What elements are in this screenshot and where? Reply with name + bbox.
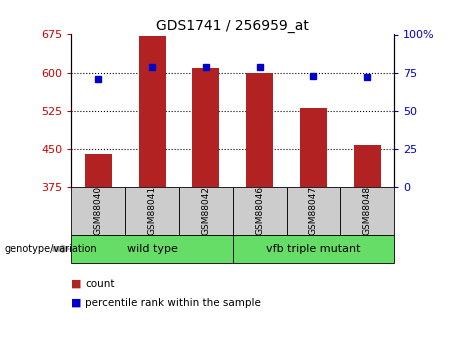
Bar [340, 187, 394, 235]
Text: GSM88048: GSM88048 [363, 186, 372, 235]
Text: genotype/variation: genotype/variation [5, 244, 97, 254]
Bar [233, 187, 287, 235]
Bar [193, 68, 219, 187]
Text: wild type: wild type [127, 244, 177, 254]
Bar [139, 36, 165, 187]
Text: ■: ■ [71, 279, 82, 289]
Bar [71, 187, 125, 235]
Bar [354, 145, 381, 187]
Bar [246, 72, 273, 187]
Text: GSM88040: GSM88040 [94, 186, 103, 235]
Text: percentile rank within the sample: percentile rank within the sample [85, 298, 261, 308]
Text: GSM88047: GSM88047 [309, 186, 318, 235]
Bar [125, 187, 179, 235]
Text: vfb triple mutant: vfb triple mutant [266, 244, 361, 254]
Text: count: count [85, 279, 115, 289]
Text: GSM88041: GSM88041 [148, 186, 157, 235]
Title: GDS1741 / 256959_at: GDS1741 / 256959_at [156, 19, 309, 33]
Bar [287, 187, 340, 235]
Text: GSM88042: GSM88042 [201, 186, 210, 235]
Bar [179, 187, 233, 235]
Text: GSM88046: GSM88046 [255, 186, 264, 235]
Bar [300, 108, 327, 187]
Text: ■: ■ [71, 298, 82, 308]
Bar [85, 154, 112, 187]
